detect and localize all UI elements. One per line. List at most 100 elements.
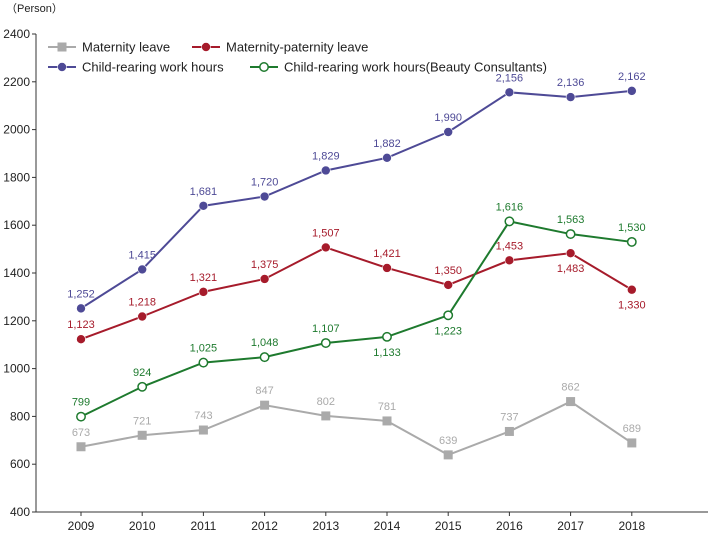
legend-item: Child-rearing work hours bbox=[48, 60, 224, 75]
data-label: 1,025 bbox=[190, 343, 218, 355]
data-point bbox=[626, 236, 637, 247]
data-point bbox=[566, 397, 576, 407]
data-point bbox=[626, 86, 637, 96]
data-label: 1,107 bbox=[312, 323, 340, 335]
legend-label: Maternity leave bbox=[82, 40, 170, 55]
data-point bbox=[260, 400, 270, 410]
data-point bbox=[504, 255, 515, 266]
data-point bbox=[76, 411, 86, 422]
series-line bbox=[80, 220, 632, 418]
series-4: 799 924 1,025 1,048 1,107 1,133 1,223 1,616 1,56… bbox=[72, 201, 646, 422]
data-label: 1,616 bbox=[496, 201, 524, 213]
x-tick-label: 2011 bbox=[190, 519, 216, 533]
data-point bbox=[504, 87, 515, 98]
data-point bbox=[198, 201, 209, 211]
data-point bbox=[443, 450, 453, 460]
data-point bbox=[565, 248, 576, 258]
data-label: 799 bbox=[72, 397, 90, 409]
data-label: 1,123 bbox=[67, 319, 95, 331]
data-label: 2,162 bbox=[618, 71, 646, 83]
data-label: 847 bbox=[255, 385, 273, 397]
legend-swatch-marker bbox=[259, 62, 269, 72]
data-point bbox=[443, 280, 454, 290]
legend-item: Maternity-paternity leave bbox=[192, 40, 368, 55]
data-label: 1,048 bbox=[251, 337, 279, 349]
data-label: 1,453 bbox=[496, 240, 524, 252]
data-point bbox=[198, 357, 209, 368]
data-label: 2,156 bbox=[496, 72, 524, 84]
data-point bbox=[626, 284, 637, 295]
data-label: 721 bbox=[133, 415, 151, 427]
data-label: 1,350 bbox=[434, 265, 462, 277]
data-point bbox=[76, 334, 86, 345]
x-tick-label: 2014 bbox=[374, 519, 401, 533]
data-point bbox=[76, 442, 86, 452]
series-line bbox=[80, 89, 632, 310]
y-tick-label: 2000 bbox=[3, 123, 30, 137]
data-label: 1,530 bbox=[618, 222, 646, 234]
data-point bbox=[76, 303, 86, 314]
y-tick-label: 2200 bbox=[3, 75, 30, 89]
y-tick-label: 600 bbox=[10, 457, 30, 471]
data-point bbox=[198, 287, 209, 297]
legend-item: Child-rearing work hours(Beauty Consulta… bbox=[250, 60, 547, 75]
data-point bbox=[137, 430, 147, 440]
data-label: 1,507 bbox=[312, 227, 340, 239]
data-point bbox=[565, 92, 576, 102]
data-point bbox=[321, 411, 331, 421]
y-tick-label: 1800 bbox=[3, 170, 30, 184]
data-point bbox=[259, 352, 270, 363]
data-point bbox=[320, 242, 331, 253]
data-point bbox=[443, 127, 454, 137]
legend-label: Child-rearing work hours bbox=[82, 60, 224, 75]
legend-item: Maternity leave bbox=[48, 40, 170, 55]
data-label: 1,330 bbox=[618, 300, 646, 312]
data-label: 2,136 bbox=[557, 77, 585, 89]
data-label: 1,133 bbox=[373, 347, 401, 359]
legend-swatch-marker bbox=[201, 42, 211, 52]
data-label: 1,223 bbox=[434, 325, 462, 337]
data-label: 1,882 bbox=[373, 138, 401, 150]
x-tick-label: 2013 bbox=[312, 519, 339, 533]
y-tick-label: 1000 bbox=[3, 362, 30, 376]
chart-legend: Maternity leave Maternity-paternity leave… bbox=[48, 40, 547, 75]
series-line bbox=[80, 400, 633, 456]
data-point bbox=[443, 310, 454, 321]
x-tick-label: 2018 bbox=[618, 519, 645, 533]
series-line bbox=[80, 246, 633, 341]
data-point bbox=[565, 229, 576, 239]
data-label: 1,252 bbox=[67, 288, 95, 300]
chart-axes: 400 600 800 1000 1200 1400 1600 1800 2000 2200 240… bbox=[3, 27, 708, 533]
y-tick-label: 2400 bbox=[3, 27, 30, 41]
data-label: 639 bbox=[439, 435, 457, 447]
y-tick-label: 1200 bbox=[3, 314, 30, 328]
legend-label: Maternity-paternity leave bbox=[226, 40, 368, 55]
x-tick-label: 2012 bbox=[251, 519, 278, 533]
data-label: 1,990 bbox=[434, 112, 462, 124]
data-point bbox=[259, 274, 270, 284]
data-label: 1,483 bbox=[557, 263, 585, 275]
data-label: 1,421 bbox=[373, 248, 401, 260]
series-1: 673 721 743 847 802 781 639 737 862 689 bbox=[72, 382, 641, 460]
data-point bbox=[382, 263, 392, 273]
data-point bbox=[259, 191, 270, 202]
data-label: 673 bbox=[72, 427, 90, 439]
data-label: 924 bbox=[133, 367, 151, 379]
data-label: 1,563 bbox=[557, 214, 585, 226]
data-label: 743 bbox=[194, 410, 212, 422]
chart-series: 673 721 743 847 802 781 639 737 862 689 1,123 1,218… bbox=[67, 71, 646, 460]
data-point bbox=[627, 438, 637, 448]
y-tick-label: 1400 bbox=[3, 266, 30, 280]
data-point bbox=[320, 165, 331, 176]
series-3: 1,252 1,415 1,681 1,720 1,829 1,882 1,990 2,156… bbox=[67, 71, 646, 314]
data-label: 781 bbox=[378, 401, 396, 413]
y-axis-unit-label: （Person） bbox=[6, 2, 63, 15]
x-tick-label: 2016 bbox=[496, 519, 523, 533]
data-point bbox=[137, 381, 148, 392]
data-label: 737 bbox=[500, 411, 518, 423]
data-label: 1,375 bbox=[251, 259, 279, 271]
data-point bbox=[504, 216, 515, 227]
data-label: 1,218 bbox=[128, 296, 156, 308]
data-label: 802 bbox=[317, 396, 335, 408]
